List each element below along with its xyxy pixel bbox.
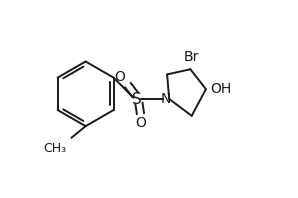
Text: O: O xyxy=(135,116,146,130)
Text: N: N xyxy=(161,92,171,106)
Text: OH: OH xyxy=(211,82,232,96)
Text: Br: Br xyxy=(184,50,199,64)
Text: S: S xyxy=(133,91,142,107)
Text: CH₃: CH₃ xyxy=(43,142,66,155)
Text: O: O xyxy=(115,70,125,84)
